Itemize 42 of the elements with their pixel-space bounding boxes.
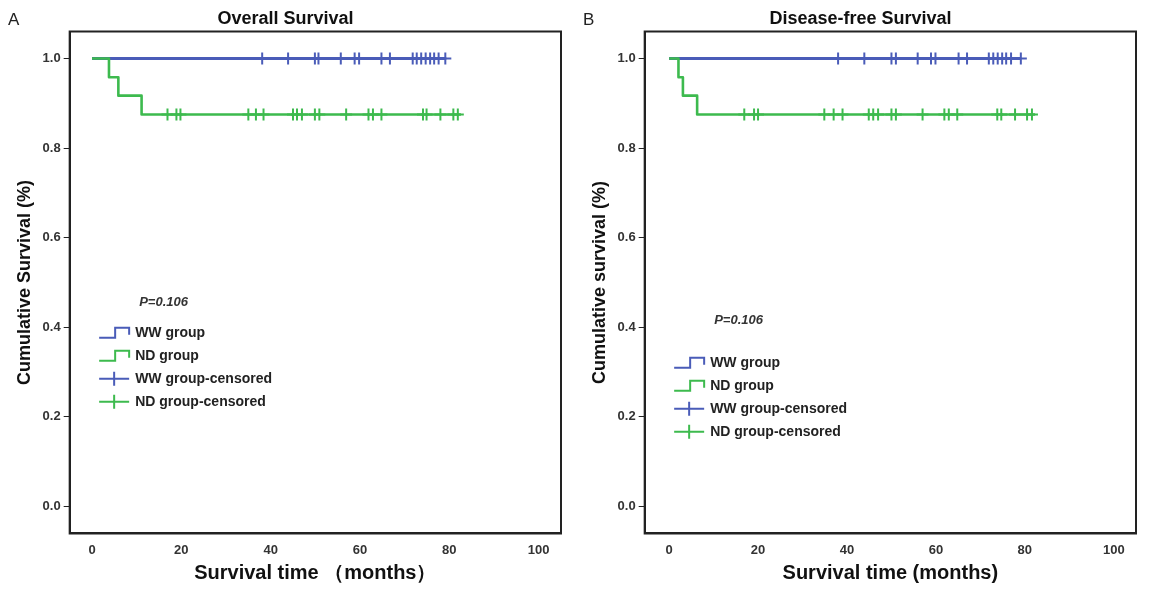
legend-label: WW group-censored <box>135 369 273 386</box>
legend-label: WW group <box>710 353 781 370</box>
x-tick-label: 100 <box>1102 541 1125 557</box>
y-tick-label: 0.8 <box>42 139 61 155</box>
annotation: P=0.106 <box>139 294 189 310</box>
x-tick-label: 80 <box>1017 541 1033 557</box>
x-axis-title: Survival time (months) <box>782 560 999 583</box>
y-tick-label: 0.0 <box>42 498 61 514</box>
y-tick-label: 1.0 <box>617 50 636 66</box>
x-tick-label: 20 <box>750 541 766 557</box>
legend-label: ND group <box>135 346 199 363</box>
y-axis-title: Cumulative survival (%) <box>588 180 609 385</box>
x-tick-label: 20 <box>174 541 189 557</box>
y-tick-label: 0.6 <box>617 229 636 245</box>
x-tick-label: 0 <box>665 541 673 557</box>
legend-label: ND group-censored <box>135 392 266 409</box>
legend-label: WW group <box>135 323 206 340</box>
y-tick-label: 0.2 <box>617 408 636 424</box>
y-tick-label: 0.2 <box>42 408 61 424</box>
x-tick-label: 100 <box>527 541 550 557</box>
text: A <box>8 10 20 30</box>
y-tick-label: 0.4 <box>617 318 637 334</box>
text: B <box>583 10 595 30</box>
y-tick-label: 1.0 <box>42 50 61 66</box>
x-tick-label: 40 <box>839 541 855 557</box>
chart-title: Disease-free Survival <box>769 7 952 28</box>
legend-label: ND group <box>710 376 774 393</box>
annotation: P=0.106 <box>714 312 764 328</box>
x-axis-title: Survival time （months） <box>194 560 437 583</box>
chart-title: Overall Survival <box>217 7 354 28</box>
y-tick-label: 0.4 <box>42 318 62 334</box>
x-tick-label: 60 <box>352 541 368 557</box>
legend-label: ND group-censored <box>710 422 841 439</box>
y-tick-label: 0.6 <box>42 229 61 245</box>
y-tick-label: 0.8 <box>617 139 636 155</box>
y-axis-title: Cumulative Survival (%) <box>13 179 34 386</box>
x-tick-label: 60 <box>928 541 944 557</box>
x-tick-label: 0 <box>88 541 96 557</box>
legend-label: WW group-censored <box>710 399 848 416</box>
y-tick-label: 0.0 <box>617 498 636 514</box>
x-tick-label: 80 <box>442 541 457 557</box>
x-tick-label: 40 <box>263 541 278 557</box>
